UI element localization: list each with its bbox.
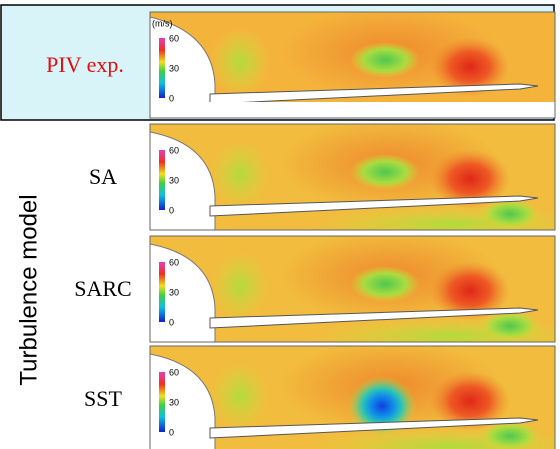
field xyxy=(150,119,560,242)
colorbar-tick: 30 xyxy=(169,63,179,73)
blob xyxy=(210,27,270,97)
colorbar xyxy=(159,262,165,322)
colorbar xyxy=(159,372,165,432)
colorbar-tick: 60 xyxy=(169,367,179,377)
field xyxy=(150,7,555,118)
figure: Turbulence model PIV exp. (m/s) 60 30 0 SA 60 3… xyxy=(0,0,560,449)
colorbar-tick: 0 xyxy=(169,427,174,437)
axis-label: Turbulence model xyxy=(15,194,42,385)
field xyxy=(150,231,560,354)
blob xyxy=(210,251,270,321)
model-label: SARC xyxy=(74,276,131,301)
colorbar-unit: (m/s) xyxy=(152,18,173,28)
model-label: PIV exp. xyxy=(46,52,124,77)
blob xyxy=(210,361,270,431)
field xyxy=(150,341,560,449)
contour-plot: 60 30 0 xyxy=(150,341,560,449)
contour-plot: (m/s) 60 30 0 xyxy=(150,7,555,118)
colorbar-tick: 0 xyxy=(169,205,174,215)
colorbar-tick: 60 xyxy=(169,33,179,43)
blob xyxy=(350,42,420,78)
blob xyxy=(480,311,540,341)
contour-plot: 60 30 0 xyxy=(150,119,560,242)
blob xyxy=(350,154,420,190)
colorbar-tick: 30 xyxy=(169,397,179,407)
colorbar-tick: 0 xyxy=(169,93,174,103)
blob xyxy=(480,199,540,229)
model-label: SA xyxy=(89,164,117,189)
colorbar-tick: 30 xyxy=(169,287,179,297)
colorbar-tick: 30 xyxy=(169,175,179,185)
page: {"axis_label": "Turbulence model", "pane… xyxy=(0,0,560,449)
colorbar-tick: 0 xyxy=(169,317,174,327)
mask xyxy=(150,102,555,118)
colorbar-tick: 60 xyxy=(169,145,179,155)
colorbar xyxy=(159,150,165,210)
blob xyxy=(350,266,420,302)
model-label: SST xyxy=(84,386,122,411)
colorbar-tick: 60 xyxy=(169,257,179,267)
contour-plot: 60 30 0 xyxy=(150,231,560,354)
colorbar xyxy=(159,38,165,98)
blob xyxy=(210,139,270,209)
